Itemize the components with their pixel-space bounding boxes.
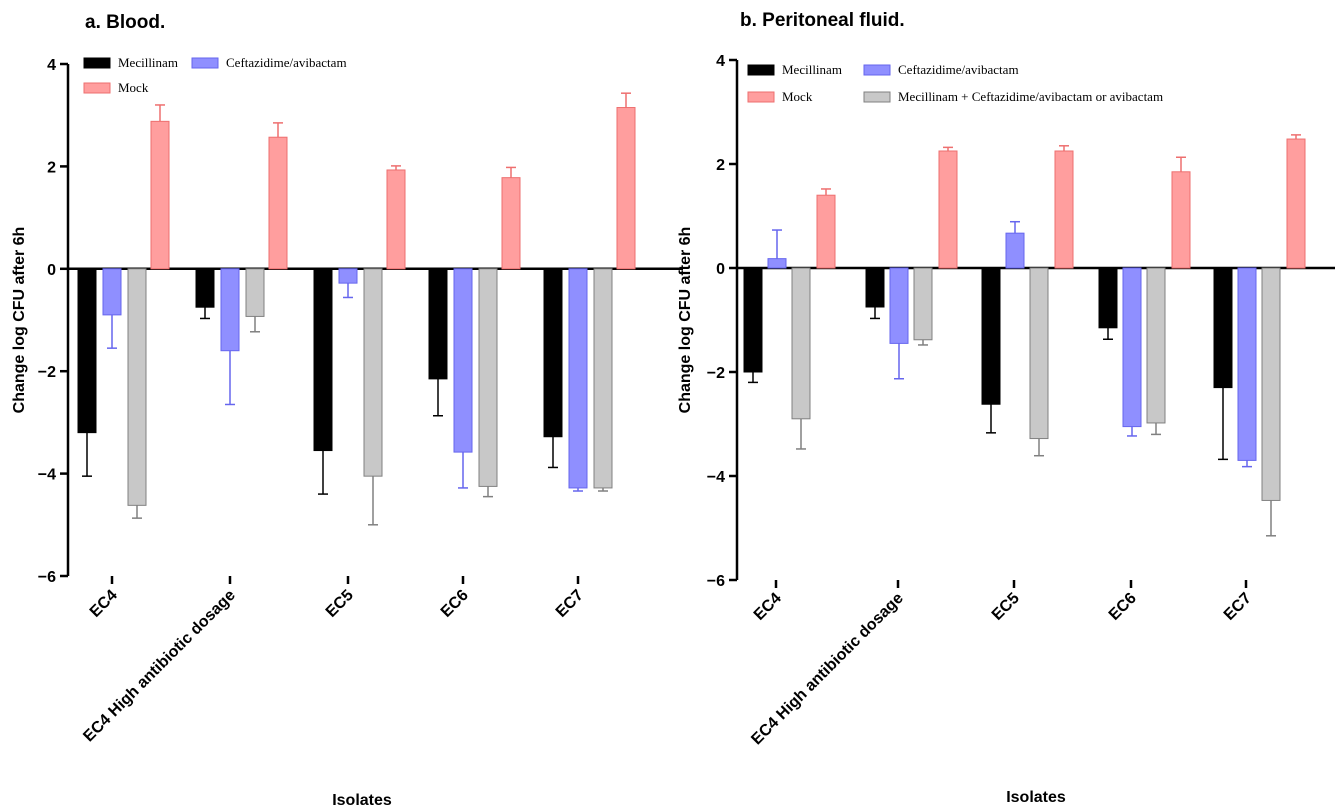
peritoneal-bar-mecillinam: [1213, 267, 1233, 389]
blood-y-tick-label: 4: [47, 57, 56, 74]
peritoneal-category-label: EC6: [1106, 590, 1140, 624]
blood-bar-combination: [478, 268, 498, 487]
peritoneal-y-tick-label: 4: [716, 53, 725, 70]
blood-y-axis-title: Change log CFU after 6h: [11, 227, 28, 414]
blood-bar-ceftazidime-avibactam: [568, 268, 588, 489]
blood-bar-combination: [245, 268, 265, 317]
blood-legend-swatch-ceftazidime-avibactam: [191, 57, 219, 69]
blood-bar-mock: [501, 177, 521, 270]
peritoneal-legend-swatch-mock: [747, 91, 775, 103]
blood-y-tick-label: −4: [38, 467, 56, 484]
blood-panel-title: a. Blood.: [85, 12, 165, 33]
peritoneal-y-tick-label: 0: [716, 261, 725, 278]
blood-y-tick-label: −6: [38, 569, 56, 586]
peritoneal-bar-mock: [816, 194, 836, 269]
peritoneal-y-tick-label: −6: [707, 573, 725, 590]
peritoneal-category-label: EC5: [989, 590, 1023, 624]
peritoneal-legend-label: Mecillinam + Ceftazidime/avibactam or av…: [898, 89, 1163, 104]
blood-bar-ceftazidime-avibactam: [102, 268, 122, 316]
peritoneal-bar-ceftazidime-avibactam: [1237, 267, 1257, 461]
peritoneal-bar-mock: [1171, 171, 1191, 269]
blood-legend-label: Ceftazidime/avibactam: [226, 55, 347, 70]
blood-bar-combination: [127, 268, 147, 506]
blood-category-label: EC5: [323, 587, 357, 621]
blood-legend-label: Mecillinam: [118, 55, 178, 70]
peritoneal-y-tick-label: −2: [707, 365, 725, 382]
peritoneal-legend-label: Mecillinam: [782, 62, 842, 77]
peritoneal-category-label: EC4: [751, 590, 785, 624]
blood-bar-mecillinam: [77, 268, 97, 434]
peritoneal-legend-label: Mock: [782, 89, 813, 104]
blood-bar-ceftazidime-avibactam: [338, 268, 358, 284]
peritoneal-bar-ceftazidime-avibactam: [889, 267, 909, 344]
blood-y-tick-label: −2: [38, 364, 56, 381]
peritoneal-bar-mecillinam: [865, 267, 885, 308]
blood-bar-mock: [616, 107, 636, 270]
peritoneal-bar-ceftazidime-avibactam: [1005, 232, 1025, 269]
blood-bar-mecillinam: [313, 268, 333, 452]
peritoneal-bar-ceftazidime-avibactam: [767, 258, 787, 269]
peritoneal-legend-swatch-mecillinam: [747, 64, 775, 76]
blood-bar-mock: [268, 136, 288, 270]
peritoneal-y-tick-label: −4: [707, 469, 725, 486]
peritoneal-y-axis-title: Change log CFU after 6h: [677, 227, 694, 414]
peritoneal-legend-swatch-ceftazidime-avibactam: [863, 64, 891, 76]
blood-y-tick-label: 2: [47, 159, 56, 176]
peritoneal-category-label: EC7: [1221, 590, 1255, 624]
peritoneal-bar-mecillinam-ceftazidime-avibactam-or-avibactam: [913, 267, 933, 341]
peritoneal-bar-mock: [1054, 150, 1074, 269]
peritoneal-legend-label: Ceftazidime/avibactam: [898, 62, 1019, 77]
peritoneal-legend-swatch-mecillinam-ceftazidime-avibactam-or-avibactam: [863, 91, 891, 103]
blood-y-tick-label: 0: [47, 262, 56, 279]
peritoneal-bar-mecillinam-ceftazidime-avibactam-or-avibactam: [1146, 267, 1166, 424]
blood-bar-ceftazidime-avibactam: [220, 268, 240, 352]
peritoneal-y-tick-label: 2: [716, 157, 725, 174]
blood-category-label: EC6: [438, 587, 472, 621]
blood-bar-ceftazidime-avibactam: [453, 268, 473, 453]
blood-legend-swatch-mock: [83, 82, 111, 94]
peritoneal-x-axis-title: Isolates: [1006, 789, 1066, 806]
blood-bar-mock: [386, 169, 406, 270]
peritoneal-bar-mecillinam: [1098, 267, 1118, 329]
blood-legend-swatch-mecillinam: [83, 57, 111, 69]
blood-x-axis-title: Isolates: [332, 792, 392, 809]
blood-bar-combination: [593, 268, 613, 489]
blood-bar-mecillinam: [195, 268, 215, 308]
peritoneal-bar-mecillinam-ceftazidime-avibactam-or-avibactam: [791, 267, 811, 420]
blood-legend-label: Mock: [118, 80, 149, 95]
peritoneal-bar-mecillinam-ceftazidime-avibactam-or-avibactam: [1261, 267, 1281, 501]
blood-bar-combination: [363, 268, 383, 477]
peritoneal-bar-ceftazidime-avibactam: [1122, 267, 1142, 428]
blood-bar-mock: [150, 120, 170, 270]
blood-category-label: EC7: [553, 587, 587, 621]
blood-category-label: EC4: [87, 587, 121, 621]
blood-bar-mecillinam: [428, 268, 448, 380]
peritoneal-bar-mock: [1286, 138, 1306, 269]
peritoneal-panel-title: b. Peritoneal fluid.: [740, 10, 905, 31]
blood-bar-mecillinam: [543, 268, 563, 438]
peritoneal-bar-mecillinam: [743, 267, 763, 373]
peritoneal-bar-mecillinam: [981, 267, 1001, 405]
peritoneal-bar-mock: [938, 150, 958, 269]
peritoneal-bar-mecillinam-ceftazidime-avibactam-or-avibactam: [1029, 267, 1049, 440]
